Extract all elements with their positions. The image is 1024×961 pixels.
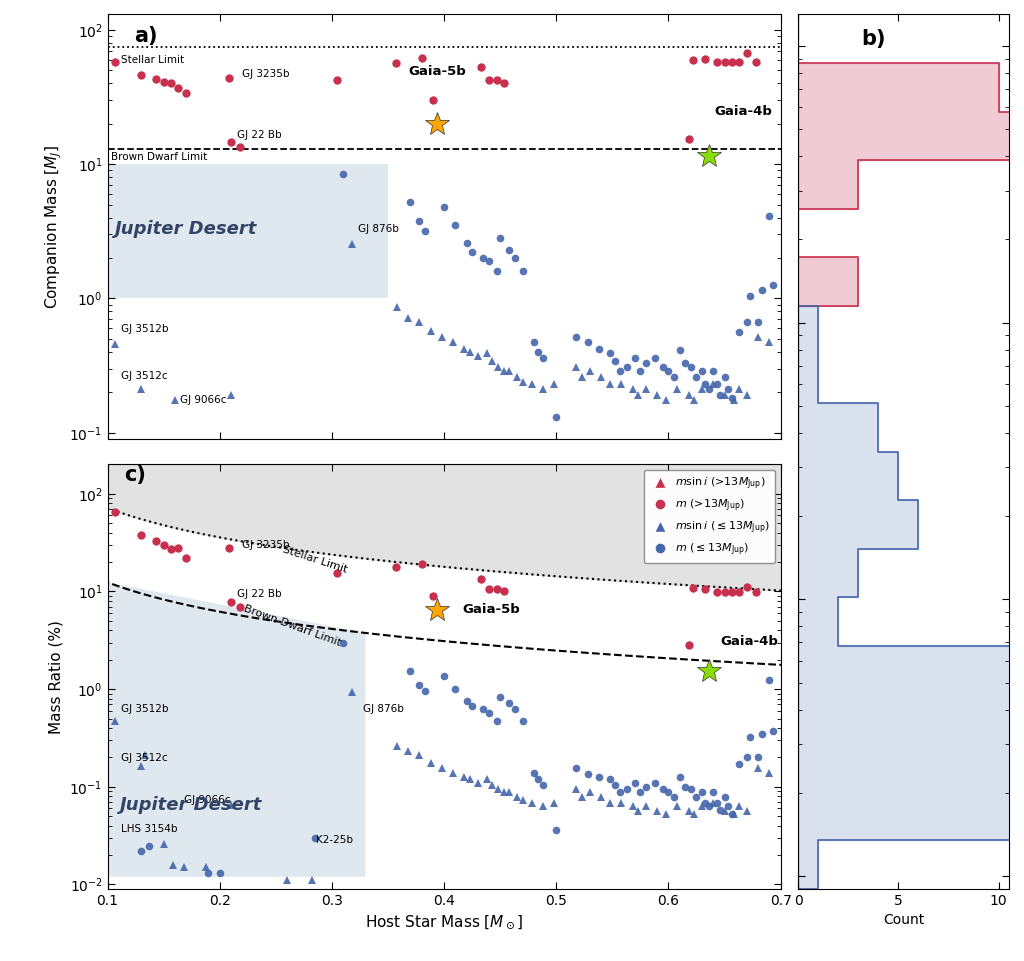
- Y-axis label: Mass Ratio (%): Mass Ratio (%): [49, 620, 63, 733]
- Text: b): b): [861, 29, 886, 49]
- Text: GJ 9066c: GJ 9066c: [180, 395, 227, 406]
- Text: Gaia-4b: Gaia-4b: [720, 635, 778, 648]
- Text: Stellar Limit: Stellar Limit: [121, 55, 184, 64]
- Text: GJ 22 Bb: GJ 22 Bb: [237, 130, 282, 140]
- Legend: $m\sin i$ (>13$M_{\rm Jup}$), $m$ (>13$M_{\rm Jup}$), $m\sin i$ ($\leq$13$M_{\rm: $m\sin i$ (>13$M_{\rm Jup}$), $m$ (>13$M…: [643, 470, 775, 563]
- Text: GJ 876b: GJ 876b: [364, 704, 404, 714]
- Text: Gaia-5b: Gaia-5b: [462, 604, 520, 616]
- X-axis label: Count: Count: [883, 913, 924, 927]
- X-axis label: Host Star Mass [$M_\odot$]: Host Star Mass [$M_\odot$]: [365, 913, 523, 931]
- Text: GJ 9066c: GJ 9066c: [183, 795, 230, 805]
- Text: K2-25b: K2-25b: [316, 835, 353, 845]
- Text: GJ 3512b: GJ 3512b: [121, 704, 169, 714]
- Text: c): c): [124, 465, 146, 485]
- Text: Brown Dwarf Limit: Brown Dwarf Limit: [111, 153, 207, 162]
- Polygon shape: [108, 164, 388, 299]
- Polygon shape: [108, 582, 366, 876]
- Y-axis label: Companion Mass [$M_J$]: Companion Mass [$M_J$]: [43, 144, 63, 308]
- Text: LHS 3154b: LHS 3154b: [121, 824, 177, 833]
- Text: GJ 3235b: GJ 3235b: [242, 69, 290, 79]
- Text: GJ 3512c: GJ 3512c: [121, 371, 168, 381]
- Text: Jupiter Desert: Jupiter Desert: [121, 796, 263, 814]
- Text: GJ 22 Bb: GJ 22 Bb: [237, 589, 282, 599]
- Text: a): a): [134, 26, 158, 46]
- Text: Stellar Limit: Stellar Limit: [282, 545, 348, 575]
- Text: Gaia-5b: Gaia-5b: [409, 64, 466, 78]
- Text: Gaia-4b: Gaia-4b: [715, 106, 772, 118]
- Text: Jupiter Desert: Jupiter Desert: [115, 220, 257, 237]
- Text: GJ 3512b: GJ 3512b: [121, 325, 169, 334]
- Text: Brown Dwarf Limit: Brown Dwarf Limit: [243, 604, 343, 648]
- Text: GJ 3512c: GJ 3512c: [121, 753, 168, 763]
- Text: GJ 876b: GJ 876b: [357, 224, 398, 234]
- Text: GJ 3235b: GJ 3235b: [242, 540, 290, 550]
